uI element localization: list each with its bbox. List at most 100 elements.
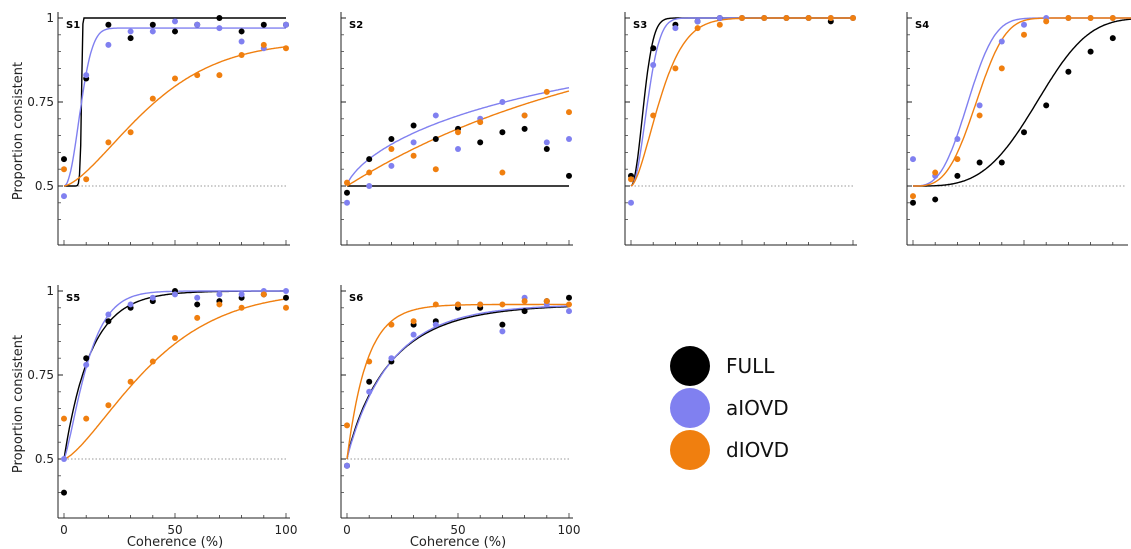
data-point-full: [1109, 35, 1116, 42]
data-point-aiovd: [455, 146, 461, 153]
data-point-aiovd: [366, 388, 373, 395]
data-point-full: [283, 294, 289, 301]
data-point-diovd: [628, 176, 634, 183]
data-point-full: [366, 378, 373, 385]
data-point-diovd: [910, 193, 916, 200]
data-point-diovd: [1109, 15, 1116, 21]
panel-title: S1: [66, 20, 80, 31]
data-point-diovd: [283, 45, 289, 52]
data-point-aiovd: [366, 183, 373, 189]
data-point-aiovd: [283, 21, 289, 28]
legend-swatch-full: [670, 346, 710, 386]
fit-curve-diovd: [346, 90, 570, 187]
fit-curve-diovd: [630, 17, 853, 187]
fit-curve-aiovd: [63, 27, 286, 187]
data-point-aiovd: [432, 321, 439, 328]
data-point-aiovd: [61, 193, 67, 200]
data-point-aiovd: [172, 18, 178, 25]
legend-swatch-aiovd: [670, 388, 710, 428]
data-point-diovd: [499, 169, 506, 176]
data-point-diovd: [216, 301, 223, 308]
data-point-diovd: [455, 129, 461, 136]
data-point-full: [216, 15, 223, 21]
data-point-aiovd: [694, 18, 701, 25]
y-tick-label: 0.5: [35, 452, 54, 466]
data-point-aiovd: [83, 361, 90, 368]
fit-curve-aiovd: [630, 17, 853, 187]
data-point-diovd: [521, 112, 528, 119]
data-point-full: [650, 45, 657, 52]
data-point-diovd: [650, 112, 657, 119]
fit-curve-aiovd: [913, 17, 1131, 187]
data-point-diovd: [172, 335, 178, 342]
data-point-aiovd: [172, 291, 178, 298]
data-point-aiovd: [388, 162, 395, 169]
data-point-diovd: [410, 318, 417, 325]
data-point-full: [499, 321, 506, 328]
data-point-aiovd: [344, 199, 350, 206]
data-point-aiovd: [954, 135, 961, 142]
data-point-full: [344, 189, 350, 196]
data-point-aiovd: [499, 328, 506, 335]
fit-curve-full: [630, 17, 853, 187]
panel-title: S4: [915, 20, 929, 31]
data-point-diovd: [566, 109, 572, 116]
legend-label-diovd: dIOVD: [726, 438, 790, 462]
data-point-aiovd: [216, 291, 223, 298]
data-point-full: [521, 125, 528, 132]
data-point-full: [1087, 48, 1094, 55]
data-point-full: [477, 139, 484, 146]
data-point-full: [61, 156, 67, 163]
data-point-aiovd: [998, 38, 1005, 45]
data-point-diovd: [521, 298, 528, 305]
data-point-full: [1043, 102, 1050, 109]
data-point-aiovd: [499, 99, 506, 105]
fit-curve-diovd: [63, 46, 287, 187]
data-point-aiovd: [238, 38, 245, 45]
data-point-aiovd: [566, 135, 572, 142]
data-point-full: [105, 318, 112, 325]
data-point-aiovd: [388, 355, 395, 362]
data-point-diovd: [260, 291, 267, 298]
panel-title: S6: [349, 293, 363, 304]
data-point-diovd: [194, 72, 201, 79]
panel-title: S2: [349, 20, 363, 31]
data-point-full: [976, 159, 983, 166]
data-point-diovd: [739, 15, 745, 21]
data-point-full: [1065, 68, 1072, 75]
data-point-aiovd: [566, 308, 572, 315]
data-point-full: [149, 21, 156, 28]
y-tick-label: 0.75: [27, 95, 54, 109]
data-point-diovd: [172, 75, 178, 82]
data-point-full: [998, 159, 1005, 166]
fit-curve-full: [913, 18, 1131, 187]
legend-item-aiovd: aIOVD: [670, 387, 789, 429]
y-tick-label: 1: [46, 284, 54, 298]
fit-curve-diovd: [913, 17, 1131, 187]
data-point-diovd: [672, 65, 679, 72]
data-point-diovd: [238, 304, 245, 311]
data-point-diovd: [543, 88, 550, 95]
data-point-diovd: [366, 169, 373, 176]
data-point-diovd: [127, 378, 134, 385]
data-point-full: [566, 294, 572, 301]
data-point-diovd: [783, 15, 790, 21]
data-point-diovd: [432, 301, 439, 308]
data-point-aiovd: [344, 462, 350, 469]
legend-item-diovd: dIOVD: [670, 429, 789, 471]
data-point-diovd: [105, 402, 112, 409]
data-point-full: [83, 355, 90, 362]
data-point-diovd: [477, 119, 484, 126]
data-point-aiovd: [83, 72, 90, 79]
fit-curve-aiovd: [346, 305, 569, 460]
data-point-diovd: [932, 169, 939, 176]
data-point-aiovd: [238, 291, 245, 298]
data-point-full: [410, 122, 417, 129]
data-point-full: [499, 129, 506, 136]
fit-curve-diovd: [63, 298, 287, 460]
data-point-full: [521, 308, 528, 315]
fit-curve-full: [63, 290, 286, 460]
data-point-aiovd: [432, 112, 439, 119]
data-point-diovd: [1065, 15, 1072, 21]
